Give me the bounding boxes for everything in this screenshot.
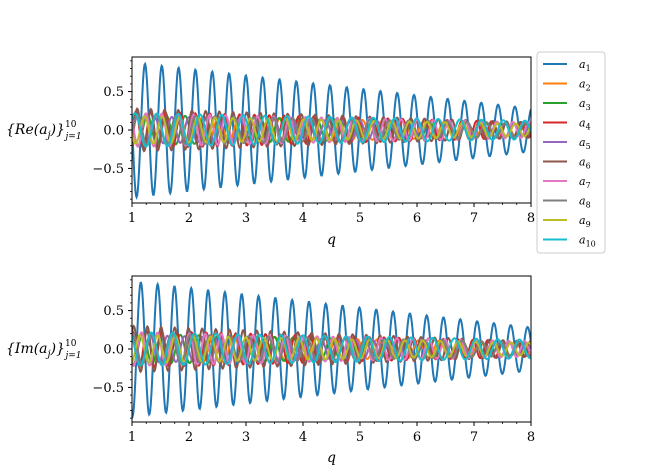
legend-label: a5 (579, 136, 591, 151)
panel-2: 1 2 3 4 5 6 7 8 −0.5 0.0 0.5 q {Im(aj)}10 j=1 (6, 275, 535, 466)
series-a9 (132, 334, 531, 364)
x-tick-label: 7 (470, 430, 478, 445)
y-tick-label: −0.5 (92, 162, 124, 177)
legend-item-a5: a5 (543, 136, 591, 151)
y-tick-label: 0.0 (103, 343, 124, 358)
x-tick-label: 5 (356, 430, 364, 445)
legend-label: a1 (579, 58, 591, 73)
x-tick-label: 6 (413, 211, 421, 226)
legend: a1 a2 a3 a4 a5 a6 a7 a8 a9 a10 (536, 51, 606, 254)
panel-1: 1 2 3 4 5 6 7 8 −0.5 0.0 0.5 q {Re(aj)}10 j=1 (6, 56, 535, 248)
legend-label: a9 (579, 214, 591, 229)
x-tick-label: 3 (242, 430, 250, 445)
legend-item-a7: a7 (543, 175, 591, 190)
x-tick-label: 1 (128, 430, 136, 445)
series-a10 (132, 331, 531, 367)
x-axis: 1 2 3 4 5 6 7 8 (128, 422, 535, 445)
y-axis-label: {Re(aj)}10 j=1 (6, 120, 82, 142)
y-tick-label: 0.5 (103, 304, 124, 319)
legend-item-a9: a9 (543, 214, 591, 229)
legend-item-a10: a10 (543, 234, 596, 249)
legend-label: a4 (579, 117, 591, 132)
series-a7 (132, 331, 531, 368)
x-axis-label: q (327, 450, 336, 466)
series-lines (132, 281, 531, 419)
legend-label: a6 (579, 156, 591, 171)
x-tick-label: 1 (128, 211, 136, 226)
legend-label: a3 (579, 97, 591, 112)
legend-label: a2 (579, 78, 591, 93)
legend-label: a8 (579, 195, 591, 210)
x-axis-label: q (327, 232, 336, 248)
x-tick-label: 6 (413, 430, 421, 445)
series-a8 (132, 332, 531, 366)
x-tick-label: 8 (527, 430, 535, 445)
y-axis-label: {Im(aj)}10 j=1 (6, 339, 82, 361)
x-tick-label: 3 (242, 211, 250, 226)
y-tick-label: 0.5 (103, 85, 124, 100)
x-tick-label: 8 (527, 211, 535, 226)
legend-item-a1: a1 (543, 58, 591, 73)
x-tick-label: 5 (356, 211, 364, 226)
legend-item-a2: a2 (543, 78, 591, 93)
series-lines (132, 61, 531, 200)
x-tick-label: 2 (185, 430, 193, 445)
series-a10 (132, 112, 531, 148)
x-tick-label: 7 (470, 211, 478, 226)
legend-frame (536, 51, 606, 254)
legend-label: a10 (579, 234, 596, 249)
y-axis: −0.5 0.0 0.5 (92, 279, 132, 419)
legend-label: a7 (579, 175, 591, 190)
y-tick-label: −0.5 (92, 381, 124, 396)
legend-item-a3: a3 (543, 97, 591, 112)
legend-item-a4: a4 (543, 117, 591, 132)
legend-item-a8: a8 (543, 195, 591, 210)
y-tick-label: 0.0 (103, 124, 124, 139)
x-axis: 1 2 3 4 5 6 7 8 (128, 203, 535, 226)
y-axis: −0.5 0.0 0.5 (92, 60, 132, 200)
x-tick-label: 2 (185, 211, 193, 226)
legend-item-a6: a6 (543, 156, 591, 171)
series-a1 (132, 61, 531, 200)
x-tick-label: 4 (299, 211, 307, 226)
x-tick-label: 4 (299, 430, 307, 445)
